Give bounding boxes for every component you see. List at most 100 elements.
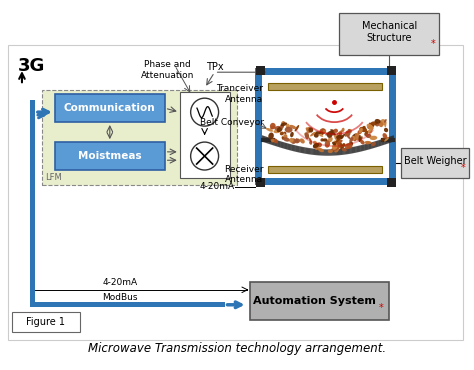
Ellipse shape <box>359 127 367 132</box>
Ellipse shape <box>360 140 365 145</box>
Ellipse shape <box>309 127 313 132</box>
Text: *: * <box>430 39 435 49</box>
Ellipse shape <box>345 144 350 149</box>
Ellipse shape <box>304 132 309 138</box>
Ellipse shape <box>335 135 340 140</box>
Text: Phase and
Attenuation: Phase and Attenuation <box>141 60 194 80</box>
Ellipse shape <box>365 131 368 136</box>
Bar <box>55 142 164 170</box>
Ellipse shape <box>286 124 290 128</box>
Ellipse shape <box>367 124 374 129</box>
Ellipse shape <box>346 143 353 148</box>
Ellipse shape <box>349 142 353 146</box>
Ellipse shape <box>285 127 292 133</box>
Text: TPx: TPx <box>206 62 223 72</box>
Ellipse shape <box>340 147 345 151</box>
Bar <box>267 83 383 90</box>
Text: 4-20mA: 4-20mA <box>200 182 235 192</box>
Ellipse shape <box>315 145 319 150</box>
Ellipse shape <box>331 147 337 151</box>
Ellipse shape <box>359 136 363 142</box>
Bar <box>255 68 262 185</box>
Ellipse shape <box>337 130 343 135</box>
Ellipse shape <box>366 142 372 144</box>
Ellipse shape <box>313 144 318 148</box>
Ellipse shape <box>271 138 274 142</box>
Ellipse shape <box>291 138 296 144</box>
Bar <box>255 178 396 185</box>
Ellipse shape <box>318 133 323 137</box>
Ellipse shape <box>283 134 287 139</box>
Ellipse shape <box>351 136 356 141</box>
Ellipse shape <box>339 131 342 136</box>
Ellipse shape <box>314 133 319 138</box>
Ellipse shape <box>341 128 345 132</box>
Bar <box>255 68 396 75</box>
Ellipse shape <box>336 135 343 139</box>
Ellipse shape <box>310 132 316 137</box>
Ellipse shape <box>321 132 324 135</box>
Ellipse shape <box>335 138 341 143</box>
Bar <box>387 66 396 75</box>
Ellipse shape <box>379 121 383 127</box>
Ellipse shape <box>342 143 346 147</box>
Bar <box>42 90 237 185</box>
Ellipse shape <box>316 142 322 148</box>
Ellipse shape <box>334 147 339 152</box>
Ellipse shape <box>355 133 360 141</box>
Ellipse shape <box>281 121 285 125</box>
Ellipse shape <box>333 142 338 146</box>
Ellipse shape <box>345 131 348 137</box>
Ellipse shape <box>322 138 328 142</box>
Text: Microwave Transmission technology arrangement.: Microwave Transmission technology arrang… <box>88 342 386 355</box>
Ellipse shape <box>328 137 333 142</box>
Ellipse shape <box>337 141 343 148</box>
Ellipse shape <box>325 132 328 135</box>
Ellipse shape <box>313 143 319 148</box>
Ellipse shape <box>365 141 371 144</box>
Ellipse shape <box>283 137 290 142</box>
Text: 4-20mA: 4-20mA <box>102 278 137 287</box>
Ellipse shape <box>383 133 387 139</box>
Ellipse shape <box>305 132 309 139</box>
Text: Figure 1: Figure 1 <box>27 317 65 327</box>
Ellipse shape <box>328 149 333 153</box>
Ellipse shape <box>347 129 351 136</box>
Ellipse shape <box>320 138 324 142</box>
Text: ModBus: ModBus <box>102 293 137 302</box>
Ellipse shape <box>384 121 386 127</box>
Ellipse shape <box>309 141 312 145</box>
Ellipse shape <box>370 136 377 140</box>
Ellipse shape <box>359 128 363 133</box>
Ellipse shape <box>290 132 294 137</box>
Ellipse shape <box>282 136 284 140</box>
Bar <box>12 312 80 332</box>
Ellipse shape <box>368 129 373 134</box>
Ellipse shape <box>384 137 389 142</box>
Circle shape <box>191 142 219 170</box>
Bar <box>30 302 225 307</box>
Ellipse shape <box>375 122 379 127</box>
Ellipse shape <box>332 144 337 150</box>
Ellipse shape <box>295 138 300 143</box>
Bar <box>180 92 229 178</box>
Circle shape <box>191 98 219 126</box>
Bar <box>55 94 164 122</box>
Ellipse shape <box>280 132 284 135</box>
Ellipse shape <box>369 122 374 130</box>
Ellipse shape <box>341 148 347 151</box>
Ellipse shape <box>309 137 312 143</box>
Text: *: * <box>379 303 383 313</box>
Bar <box>249 282 389 320</box>
Ellipse shape <box>349 137 354 142</box>
Bar <box>30 100 35 295</box>
Bar <box>255 178 264 187</box>
Text: Moistmeas: Moistmeas <box>78 151 142 161</box>
Text: Belt Conveyor: Belt Conveyor <box>200 118 264 127</box>
Bar <box>255 66 264 75</box>
Ellipse shape <box>300 138 305 144</box>
Bar <box>30 100 35 307</box>
Ellipse shape <box>321 128 326 133</box>
Ellipse shape <box>371 142 376 146</box>
Ellipse shape <box>325 140 330 148</box>
